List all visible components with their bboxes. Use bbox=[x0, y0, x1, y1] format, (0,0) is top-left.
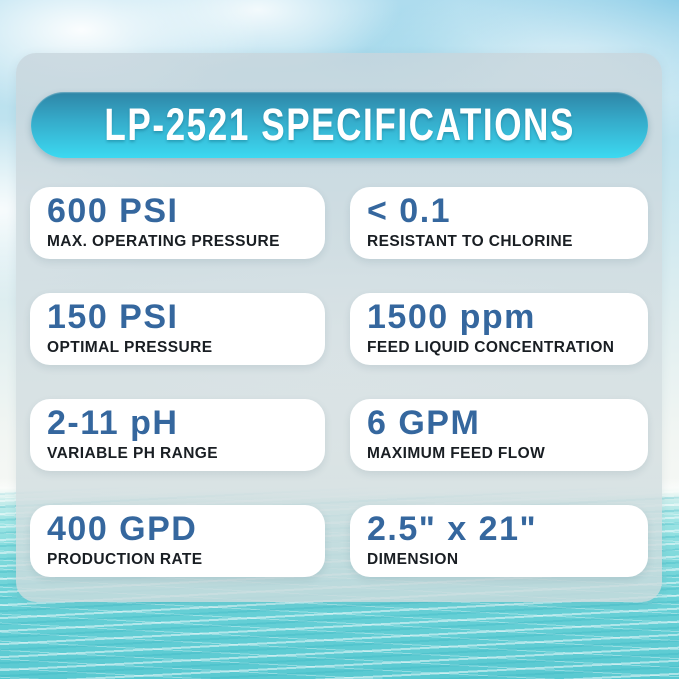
spec-card-feed-liquid-concentration: 1500 ppm FEED LIQUID CONCENTRATION bbox=[350, 293, 648, 365]
spec-value: 6 GPM bbox=[367, 404, 481, 443]
specs-grid: 600 PSI MAX. OPERATING PRESSURE < 0.1 RE… bbox=[30, 187, 648, 577]
spec-card-max-feed-flow: 6 GPM MAXIMUM FEED FLOW bbox=[350, 399, 648, 471]
spec-value: < 0.1 bbox=[367, 192, 452, 231]
spec-card-dimension: 2.5" x 21" DIMENSION bbox=[350, 505, 648, 577]
spec-label: MAX. OPERATING PRESSURE bbox=[47, 232, 280, 250]
spec-label: OPTIMAL PRESSURE bbox=[47, 338, 213, 356]
spec-card-max-operating-pressure: 600 PSI MAX. OPERATING PRESSURE bbox=[30, 187, 325, 259]
spec-card-optimal-pressure: 150 PSI OPTIMAL PRESSURE bbox=[30, 293, 325, 365]
spec-value: 2-11 pH bbox=[47, 404, 179, 443]
spec-label: PRODUCTION RATE bbox=[47, 550, 203, 568]
spec-label: RESISTANT TO CHLORINE bbox=[367, 232, 573, 250]
spec-card-production-rate: 400 GPD PRODUCTION RATE bbox=[30, 505, 325, 577]
spec-card-ph-range: 2-11 pH VARIABLE PH RANGE bbox=[30, 399, 325, 471]
spec-label: VARIABLE PH RANGE bbox=[47, 444, 218, 462]
spec-label: DIMENSION bbox=[367, 550, 459, 568]
page-title: LP-2521 SPECIFICATIONS bbox=[104, 99, 575, 150]
spec-value: 150 PSI bbox=[47, 298, 179, 337]
spec-label: MAXIMUM FEED FLOW bbox=[367, 444, 546, 462]
spec-value: 400 GPD bbox=[47, 510, 198, 549]
title-banner: LP-2521 SPECIFICATIONS bbox=[31, 92, 648, 158]
spec-card-chlorine-resistance: < 0.1 RESISTANT TO CHLORINE bbox=[350, 187, 648, 259]
spec-value: 2.5" x 21" bbox=[367, 510, 538, 549]
spec-value: 1500 ppm bbox=[367, 298, 536, 337]
spec-value: 600 PSI bbox=[47, 192, 179, 231]
spec-label: FEED LIQUID CONCENTRATION bbox=[367, 338, 615, 356]
